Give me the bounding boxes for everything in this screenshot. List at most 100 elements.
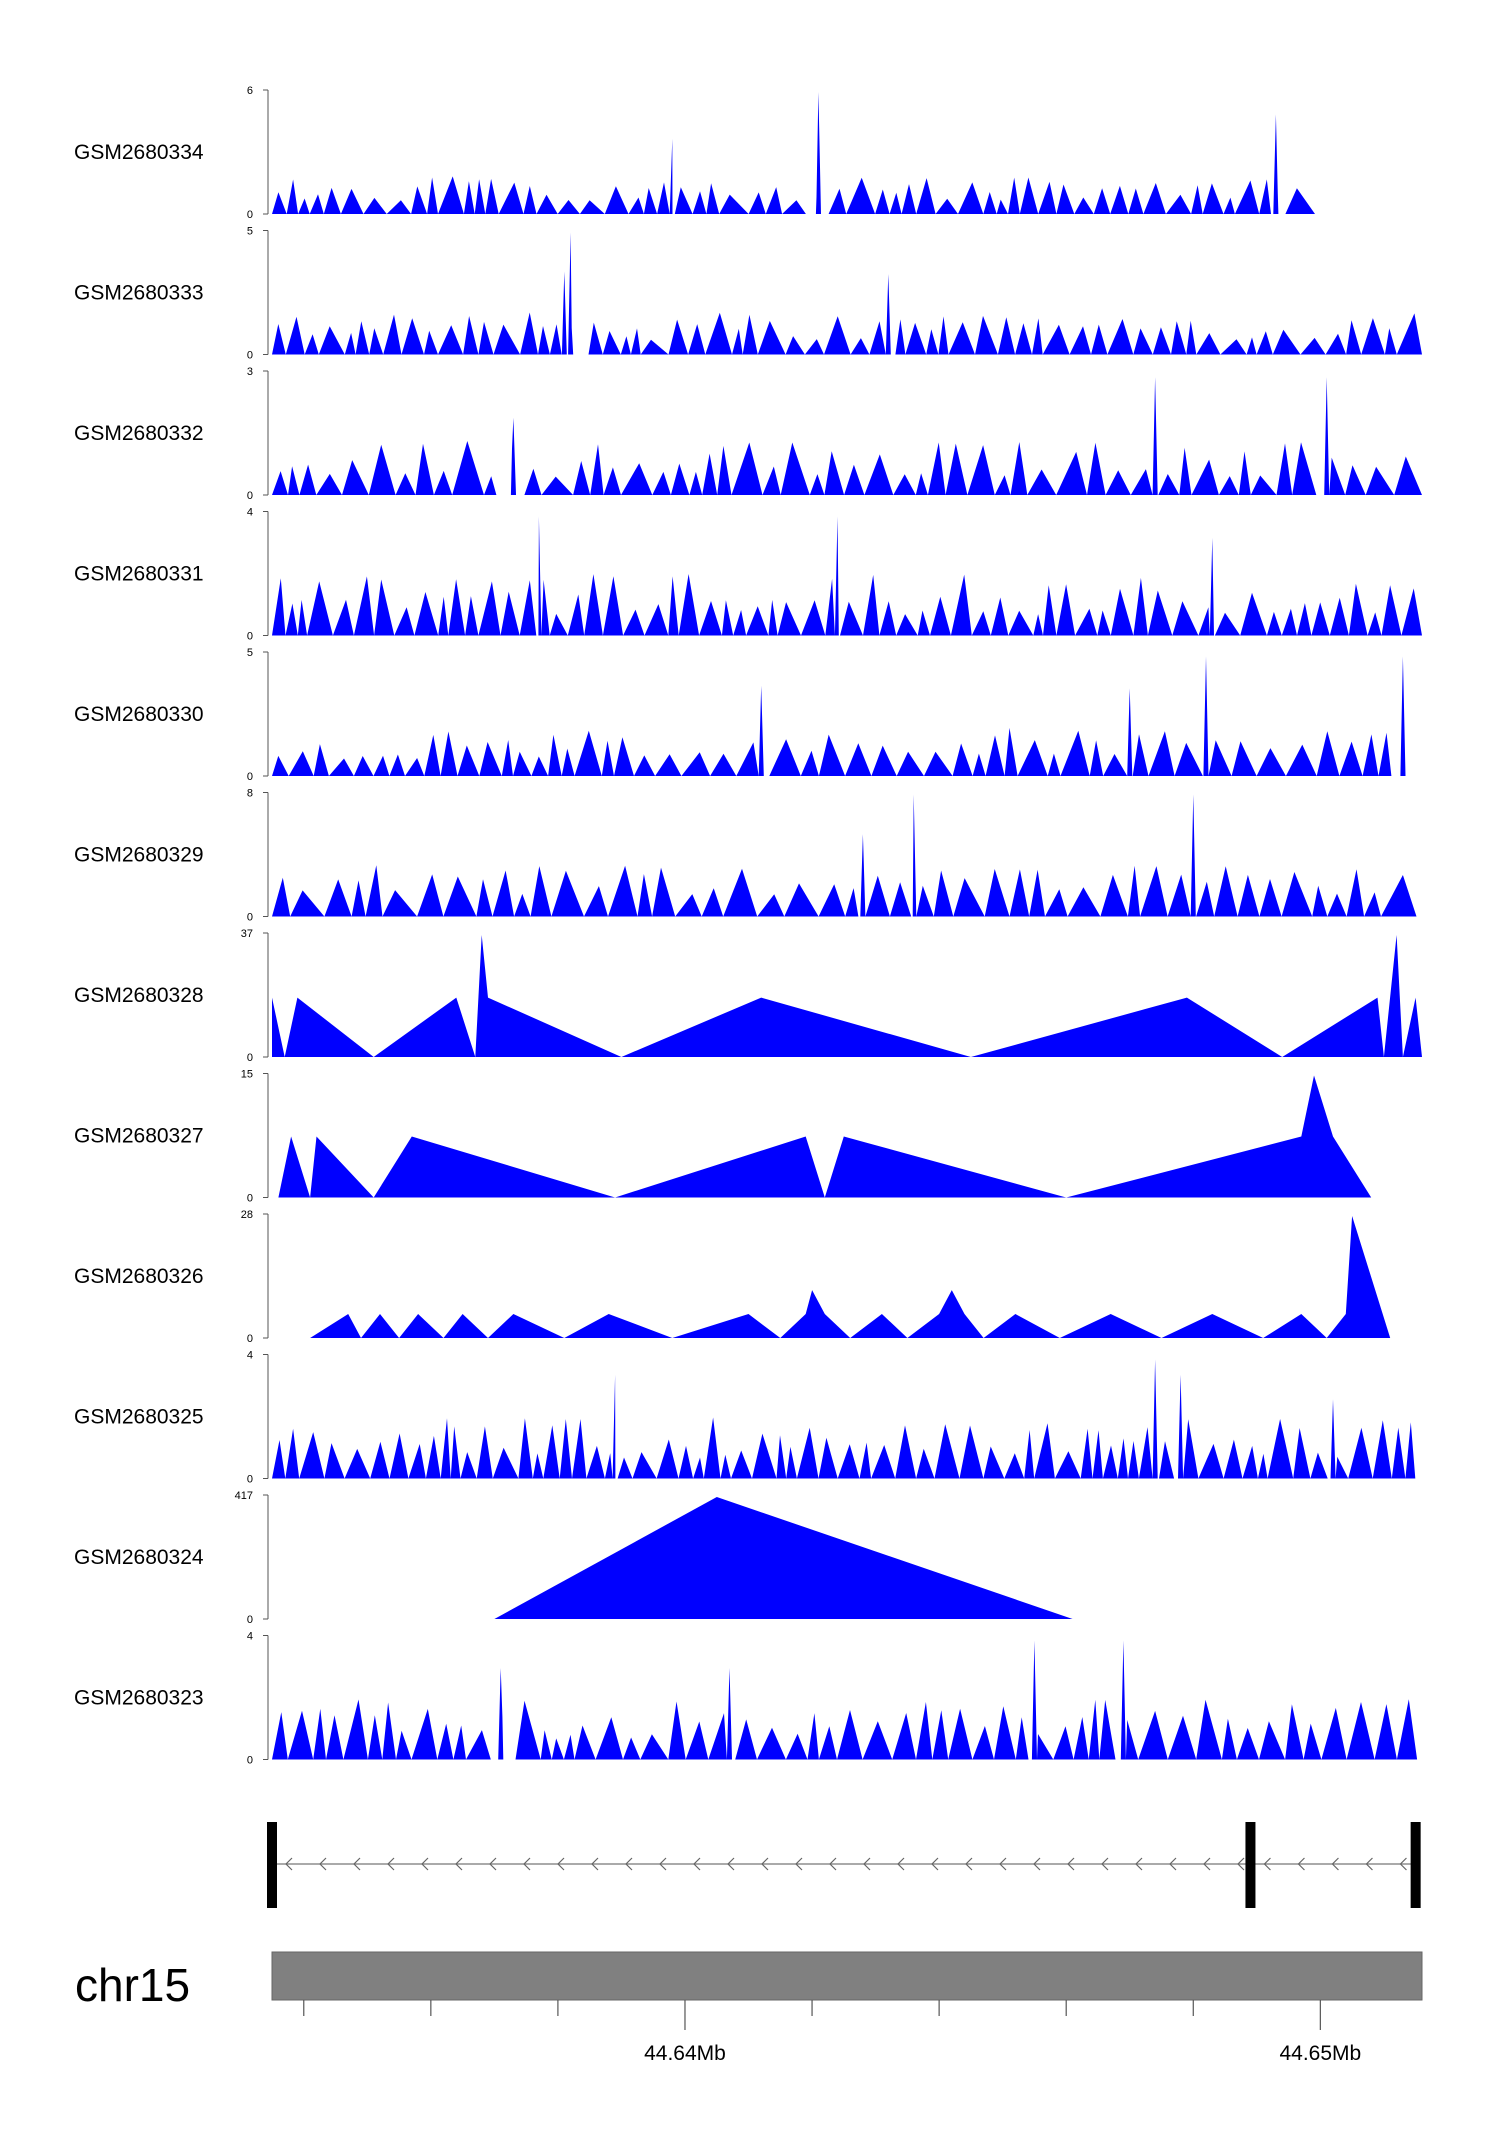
- exon: [267, 1822, 277, 1908]
- exon: [1245, 1822, 1256, 1908]
- exon: [1410, 1822, 1421, 1908]
- strand-arrow: [1033, 1857, 1041, 1871]
- strand-arrow: [1169, 1857, 1177, 1871]
- track-GSM2680328: GSM2680328 37 0: [74, 928, 1422, 1064]
- coverage-area: [272, 935, 1422, 1057]
- y-tick-label-max: 6: [247, 85, 253, 97]
- track-label: GSM2680323: [74, 1687, 204, 1710]
- track-label: GSM2680327: [74, 1125, 204, 1148]
- strand-arrow: [931, 1857, 939, 1871]
- coverage-area: [272, 794, 1417, 917]
- strand-arrow: [727, 1857, 735, 1871]
- y-tick-label-max: 37: [241, 928, 253, 940]
- strand-arrow: [897, 1857, 905, 1871]
- strand-arrow: [455, 1857, 463, 1871]
- y-tick-label-min: 0: [247, 490, 253, 502]
- coverage-tracks: GSM268033460GSM268033350GSM268033230GSM2…: [74, 85, 1422, 1767]
- y-tick-label-min: 0: [247, 1474, 253, 1486]
- coverage-area: [272, 1640, 1418, 1760]
- strand-arrow: [1101, 1857, 1109, 1871]
- track-GSM2680325: GSM2680325 4 0: [74, 1350, 1416, 1486]
- track-label: GSM2680329: [74, 844, 204, 867]
- track-GSM2680333: GSM2680333 5 0: [74, 226, 1422, 362]
- coverage-area: [272, 1359, 1416, 1479]
- strand-arrow: [1067, 1857, 1075, 1871]
- chromosome-bar: [271, 1951, 1423, 2001]
- y-tick-label-min: 0: [247, 350, 253, 362]
- strand-arrow: [557, 1857, 565, 1871]
- strand-arrow: [387, 1857, 395, 1871]
- track-label: GSM2680331: [74, 563, 204, 586]
- strand-arrow: [1203, 1857, 1211, 1871]
- coverage-area: [494, 1497, 1073, 1619]
- track-label: GSM2680334: [74, 141, 204, 164]
- y-tick-label-min: 0: [247, 771, 253, 783]
- coverage-area: [310, 1216, 1391, 1338]
- coverage-area: [272, 516, 1422, 636]
- y-tick-label-max: 3: [247, 366, 253, 378]
- strand-arrow: [1331, 1857, 1339, 1871]
- coverage-area: [272, 377, 1422, 495]
- strand-arrow: [319, 1857, 327, 1871]
- track-label: GSM2680333: [74, 282, 204, 305]
- track-label: GSM2680332: [74, 422, 204, 445]
- coverage-area: [272, 92, 1315, 214]
- y-tick-label-min: 0: [247, 631, 253, 643]
- strand-arrow: [965, 1857, 973, 1871]
- axis-tick-label: 44.65Mb: [1279, 2042, 1361, 2065]
- strand-arrow: [1365, 1857, 1373, 1871]
- strand-arrow: [659, 1857, 667, 1871]
- y-tick-label-max: 5: [247, 647, 253, 659]
- track-GSM2680331: GSM2680331 4 0: [74, 507, 1422, 643]
- y-tick-label-max: 417: [235, 1490, 253, 1502]
- track-GSM2680324: GSM2680324 417 0: [74, 1490, 1073, 1626]
- gene-model-track: [267, 1822, 1421, 1908]
- y-tick-label-min: 0: [247, 1614, 253, 1626]
- y-tick-label-min: 0: [247, 209, 253, 221]
- track-label: GSM2680324: [74, 1546, 204, 1569]
- strand-arrow: [489, 1857, 497, 1871]
- genome-axis-track: chr15 44.64Mb 44.65Mb: [75, 1951, 1423, 2065]
- strand-arrow: [1263, 1857, 1271, 1871]
- strand-arrow: [353, 1857, 361, 1871]
- y-tick-label-max: 4: [247, 1350, 253, 1362]
- y-tick-label-min: 0: [247, 912, 253, 924]
- strand-arrow: [1399, 1857, 1407, 1871]
- strand-arrow: [693, 1857, 701, 1871]
- coverage-area: [278, 1075, 1372, 1198]
- track-label: GSM2680330: [74, 703, 204, 726]
- track-GSM2680329: GSM2680329 8 0: [74, 788, 1417, 924]
- coverage-area: [272, 232, 1422, 355]
- track-GSM2680327: GSM2680327 15 0: [74, 1069, 1372, 1205]
- track-label: GSM2680325: [74, 1406, 204, 1429]
- chromosome-label: chr15: [75, 1959, 190, 2011]
- strand-arrow: [1237, 1857, 1245, 1871]
- strand-arrow: [625, 1857, 633, 1871]
- y-tick-label-min: 0: [247, 1333, 253, 1345]
- y-tick-label-max: 28: [241, 1209, 253, 1221]
- y-tick-label-max: 4: [247, 1631, 253, 1643]
- strand-arrow: [285, 1857, 293, 1871]
- strand-arrow: [829, 1857, 837, 1871]
- y-tick-label-max: 4: [247, 507, 253, 519]
- strand-arrow: [999, 1857, 1007, 1871]
- track-GSM2680330: GSM2680330 5 0: [74, 647, 1406, 783]
- strand-arrow: [1135, 1857, 1143, 1871]
- strand-arrow: [795, 1857, 803, 1871]
- y-tick-label-max: 15: [241, 1069, 253, 1081]
- y-tick-label-min: 0: [247, 1052, 253, 1064]
- y-tick-label-min: 0: [247, 1755, 253, 1767]
- y-tick-label-min: 0: [247, 1193, 253, 1205]
- strand-arrow: [523, 1857, 531, 1871]
- track-GSM2680326: GSM2680326 28 0: [74, 1209, 1391, 1345]
- y-tick-label-max: 5: [247, 226, 253, 238]
- track-GSM2680332: GSM2680332 3 0: [74, 366, 1422, 502]
- strand-arrow: [1297, 1857, 1305, 1871]
- track-label: GSM2680326: [74, 1265, 204, 1288]
- strand-arrow: [761, 1857, 769, 1871]
- track-label: GSM2680328: [74, 984, 204, 1007]
- track-GSM2680334: GSM2680334 6 0: [74, 85, 1315, 221]
- strand-arrow: [591, 1857, 599, 1871]
- strand-arrow: [863, 1857, 871, 1871]
